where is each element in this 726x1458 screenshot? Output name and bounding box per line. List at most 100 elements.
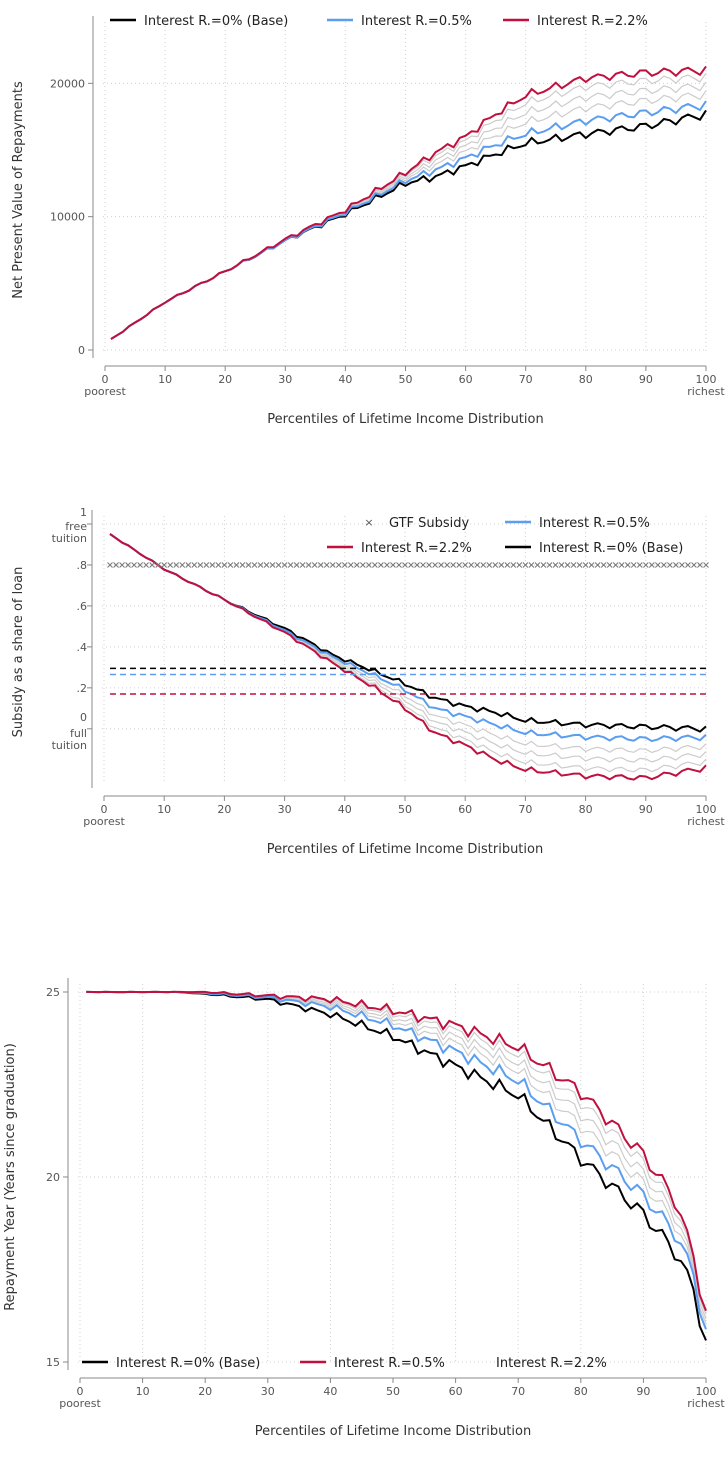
gtf-subsidy-marker [510,562,517,568]
gtf-subsidy-marker [215,562,222,568]
gtf-subsidy-marker [185,562,192,568]
gtf-subsidy-marker [149,562,156,568]
gtf-subsidy-marker [588,562,595,568]
x-tick-label: 0 [102,373,109,386]
x-tick-label: 30 [278,803,292,816]
gtf-subsidy-marker [594,562,601,568]
series-line-high [109,533,707,781]
gtf-subsidy-marker [432,562,438,568]
x-tick-label: 90 [639,803,653,816]
legend-marker-x: × [364,516,373,529]
y-axis-title: Net Present Value of Repayments [11,81,26,299]
legend-label-high: Interest R.=2.2% [496,1356,607,1371]
gtf-subsidy-marker [143,562,149,568]
gtf-subsidy-marker [522,562,529,568]
gtf-subsidy-marker [197,562,204,568]
gtf-subsidy-marker [107,562,113,568]
legend-label-mid: Interest R.=0.5% [334,1356,445,1371]
x-tick-label: 60 [458,803,472,816]
gtf-subsidy-marker [516,562,523,568]
gtf-subsidy-marker [251,562,258,568]
y-annotation-full-tuition: tuition [52,739,87,752]
x-end-label-poorest: poorest [84,385,126,398]
gtf-subsidy-marker [456,562,463,568]
legend-label-base: Interest R.=0% (Base) [539,541,683,556]
x-tick-label: 70 [518,803,532,816]
gtf-subsidy-marker [335,562,342,568]
gtf-subsidy-marker [600,562,607,568]
x-tick-label: 100 [696,1385,717,1398]
x-tick-label: 60 [449,1385,463,1398]
gtf-subsidy-marker [402,562,408,568]
x-end-label-poorest: poorest [59,1397,101,1410]
gtf-subsidy-marker [486,562,493,568]
gtf-subsidy-marker [263,562,270,568]
y-tick-label: 0 [80,711,87,724]
x-tick-label: 50 [399,373,413,386]
x-tick-label: 30 [261,1385,275,1398]
x-tick-label: 90 [639,373,653,386]
x-axis-title: Percentiles of Lifetime Income Distribut… [267,412,543,427]
legend-label-high: Interest R.=2.2% [361,541,472,556]
gtf-subsidy-marker [703,562,709,568]
gtf-subsidy-marker [661,562,667,568]
gtf-subsidy-marker [498,562,505,568]
gtf-subsidy-marker [203,562,210,568]
gtf-subsidy-marker [209,562,216,568]
gtf-subsidy-marker [426,562,432,568]
gtf-subsidy-marker [275,562,282,568]
y-annotation-free-tuition: free [65,520,87,533]
y-tick-label: 1 [80,506,87,519]
gtf-subsidy-marker [624,562,631,568]
gtf-subsidy-marker [438,562,444,568]
gtf-subsidy-marker [384,562,390,568]
x-tick-label: 10 [158,373,172,386]
gtf-subsidy-marker [221,562,228,568]
x-tick-label: 40 [323,1385,337,1398]
gtf-subsidy-marker [341,562,348,568]
intermediate-rate-line [110,81,707,340]
x-axis-title: Percentiles of Lifetime Income Distribut… [267,842,543,857]
x-tick-label: 20 [218,373,232,386]
x-end-label-richest: richest [687,1397,725,1410]
gtf-subsidy-marker [504,562,511,568]
x-tick-label: 40 [338,373,352,386]
y-tick-label: 20000 [50,77,85,90]
gtf-subsidy-marker [311,562,318,568]
gtf-subsidy-marker [679,562,685,568]
intermediate-rate-line [109,533,707,763]
x-end-label-richest: richest [687,815,725,828]
gtf-subsidy-marker [317,562,324,568]
legend-label-mid: Interest R.=0.5% [539,516,650,531]
series-line-base [110,109,707,340]
gtf-subsidy-marker [179,562,186,568]
x-tick-label: 70 [511,1385,525,1398]
x-tick-label: 20 [198,1385,212,1398]
gtf-subsidy-marker [372,562,378,568]
gtf-subsidy-marker [191,562,198,568]
gtf-subsidy-marker [648,562,655,568]
x-tick-label: 10 [136,1385,150,1398]
y-tick-label: .8 [77,559,88,572]
gtf-subsidy-marker [450,562,457,568]
legend-label-gtf: GTF Subsidy [389,516,470,531]
gtf-subsidy-marker [347,562,354,568]
gtf-subsidy-marker [390,562,396,568]
gtf-subsidy-marker [353,562,360,568]
x-tick-label: 30 [278,373,292,386]
y-tick-label: 0 [78,344,85,357]
gtf-subsidy-marker [131,562,137,568]
gtf-subsidy-marker [570,562,577,568]
gtf-subsidy-marker [462,562,469,568]
npv-chart: 0 10 20 30 40 50 60 70 80 90 100 poorest richest Perc… [11,14,725,427]
gtf-subsidy-marker [420,562,426,568]
series-line-mid [109,533,707,743]
gtf-subsidy-marker [444,562,450,568]
x-end-label-richest: richest [687,385,725,398]
intermediate-rate-line [109,533,707,754]
gtf-subsidy-marker [233,562,240,568]
y-tick-label: 20 [46,1171,60,1184]
y-tick-label: .2 [77,682,88,695]
x-tick-label: 80 [579,373,593,386]
